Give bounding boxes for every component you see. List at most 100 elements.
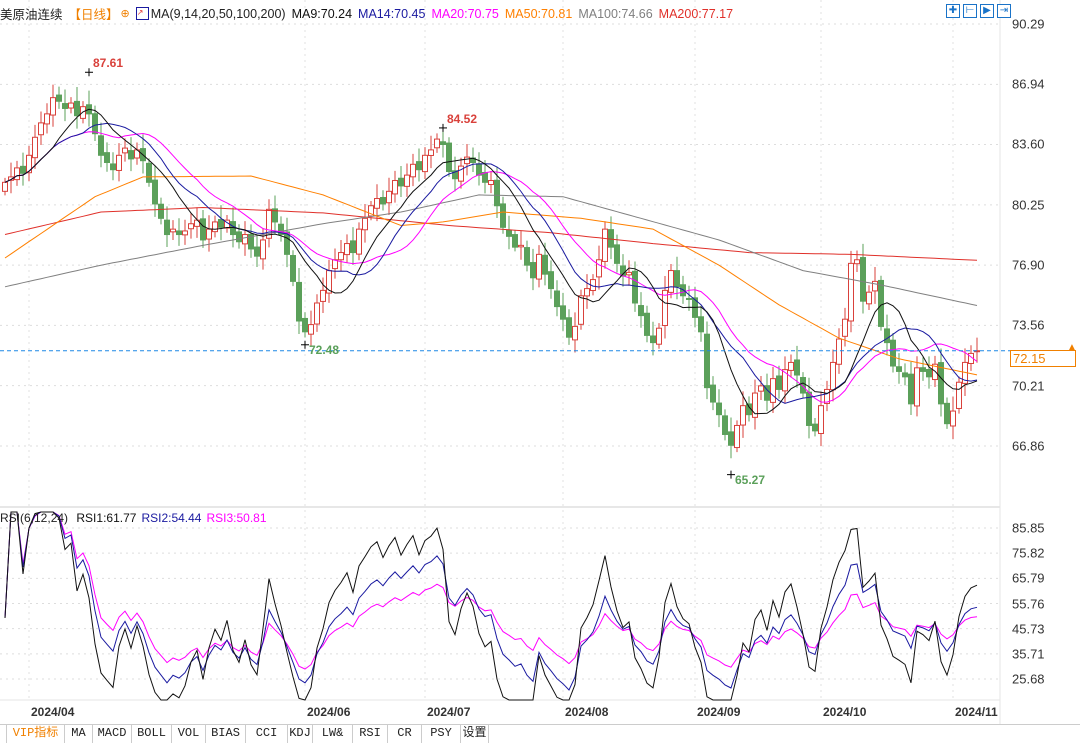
candles: [2, 84, 980, 459]
candle-up: [626, 271, 632, 276]
candle-down: [554, 290, 560, 308]
rsi3-line: [4, 511, 978, 670]
candle-down: [632, 270, 638, 304]
candle-up: [848, 262, 854, 322]
candle-down: [62, 103, 68, 109]
ma14-line: [4, 122, 978, 404]
instrument-name: 美原油连续: [0, 8, 63, 22]
ma-value-5: MA200:77.17: [658, 6, 734, 21]
candle-up: [782, 369, 788, 392]
candle-up: [50, 97, 56, 116]
candle-up: [488, 180, 494, 186]
candle-up: [212, 221, 218, 233]
candle-up: [854, 259, 860, 265]
candle-up: [266, 208, 272, 239]
tab-9[interactable]: RSI: [353, 725, 388, 743]
candle-up: [422, 154, 428, 173]
ma9-line: [4, 108, 978, 415]
candle-up: [242, 234, 248, 245]
candle-up: [758, 385, 764, 392]
candle-up: [464, 156, 470, 165]
ma-value-4: MA100:74.66: [578, 6, 653, 21]
candle-up: [788, 361, 794, 371]
candle-up: [572, 325, 578, 341]
candle-up: [38, 122, 44, 136]
candle-up: [842, 318, 848, 337]
candle-down: [710, 384, 716, 403]
candle-up: [536, 253, 542, 280]
candle-down: [812, 423, 818, 432]
candle-up: [668, 270, 674, 293]
tab-7[interactable]: KDJ: [288, 725, 313, 743]
price-tick-label: 90.29: [1012, 16, 1045, 32]
tab-3[interactable]: BOLL: [132, 725, 172, 743]
tab-11[interactable]: PSY: [422, 725, 461, 743]
candle-down: [920, 367, 926, 372]
candle-down: [776, 375, 782, 390]
candle-down: [500, 203, 506, 228]
candle-down: [926, 368, 932, 378]
candle-down: [302, 317, 308, 333]
candle-down: [794, 359, 800, 376]
rsi-header: RSI(6,12,24) RSI1:61.77 RSI2:54.44 RSI3:50…: [0, 511, 277, 525]
candle-down: [716, 402, 722, 416]
candle-down: [944, 402, 950, 425]
price-tick-label: 83.60: [1012, 136, 1045, 152]
period-label[interactable]: 【日线】: [68, 8, 119, 22]
price-tick-label: 70.21: [1012, 378, 1045, 394]
rsi-tick-label: 65.79: [1012, 570, 1045, 586]
date-tick-label: 2024/04: [31, 705, 75, 719]
candle-down: [284, 231, 290, 255]
candle-down: [896, 366, 902, 372]
candle-down: [890, 339, 896, 367]
candle-down: [614, 244, 620, 264]
exit-icon[interactable]: ⇥: [997, 4, 1011, 18]
candle-down: [290, 255, 296, 282]
candle-up: [434, 138, 440, 149]
candle-up: [404, 174, 410, 187]
candle-down: [884, 328, 890, 344]
candle-up: [14, 167, 20, 181]
tab-1[interactable]: MA: [65, 725, 93, 743]
candle-down: [548, 271, 554, 290]
candle-up: [836, 338, 842, 365]
candle-down: [398, 177, 404, 187]
tab-2[interactable]: MACD: [93, 725, 132, 743]
tab-5[interactable]: BIAS: [206, 725, 246, 743]
tab-10[interactable]: CR: [388, 725, 422, 743]
tab-4[interactable]: VOL: [172, 725, 206, 743]
candle-down: [800, 377, 806, 394]
candle-up: [734, 424, 740, 449]
candle-down: [938, 362, 944, 405]
candle-up: [584, 288, 590, 297]
candle-up: [362, 217, 368, 231]
ma-chart-icon[interactable]: ↗: [135, 7, 149, 20]
zoom-range-icon[interactable]: ⊢: [963, 4, 977, 18]
tab-6[interactable]: CCI: [246, 725, 288, 743]
candle-down: [524, 247, 530, 266]
candle-down: [104, 152, 110, 164]
candle-down: [278, 223, 284, 236]
candle-up: [122, 147, 128, 154]
candle-down: [674, 270, 680, 288]
candle-down: [512, 234, 518, 248]
candle-up: [752, 392, 758, 418]
crosshair-icon[interactable]: ✚: [946, 4, 960, 18]
date-tick-label: 2024/06: [307, 705, 351, 719]
candle-up: [818, 405, 824, 435]
tab-8[interactable]: LW&: [313, 725, 353, 743]
play-icon[interactable]: ▶: [980, 4, 994, 18]
price-tick-label: 73.56: [1012, 317, 1045, 333]
tab-12[interactable]: 设置: [461, 725, 489, 743]
candle-up: [44, 113, 50, 125]
candle-up: [26, 154, 32, 174]
candle-down: [440, 141, 446, 145]
scroll-to-latest-icon[interactable]: ▲: [1067, 342, 1077, 353]
tab-0[interactable]: VIP指标: [7, 725, 65, 743]
candle-down: [236, 231, 242, 243]
price-tick-label: 66.86: [1012, 438, 1045, 454]
candle-up: [872, 280, 878, 292]
chart-header: 美原油连续 【日线】 ⊕ ↗ MA(9,14,20,50,100,200) MA…: [0, 4, 745, 23]
settings-target-icon[interactable]: ⊕: [120, 8, 130, 20]
